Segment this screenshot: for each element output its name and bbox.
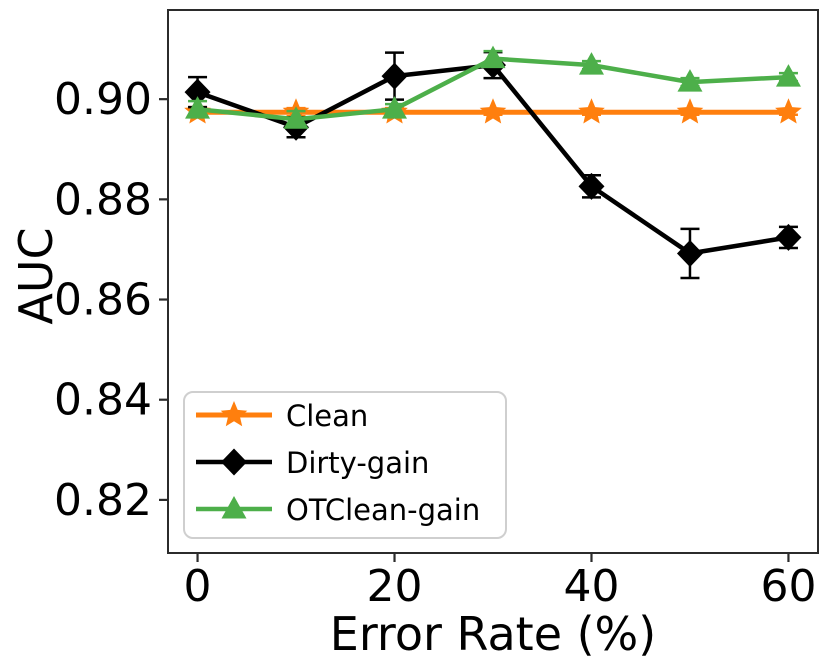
y-tick-label: 0.86 [54,275,152,326]
legend-entry-otclean-gain: OTClean-gain [196,493,480,527]
legend-marker-star-icon [220,401,248,427]
data-point-otclean-gain-x0 [185,96,211,119]
y-tick-label: 0.84 [54,375,152,426]
data-point-otclean-gain-x20 [382,96,408,119]
data-point-dirty-gain-x20 [381,62,408,90]
data-point-dirty-gain-x50 [676,239,703,267]
data-point-otclean-gain-x60 [775,64,801,87]
data-point-dirty-gain-x0 [184,78,211,106]
data-point-otclean-gain-x10 [283,106,309,129]
series-otclean-gain [185,45,801,129]
legend-label: OTClean-gain [286,493,480,527]
x-tick-label: 20 [367,561,423,612]
legend-entry-clean: Clean [196,399,368,433]
data-point-clean-x30 [479,98,507,124]
y-tick-label: 0.82 [54,475,152,526]
y-axis-label: AUC [9,227,63,324]
data-point-dirty-gain-x40 [578,172,605,200]
y-tick-label: 0.90 [54,74,152,125]
x-axis-label: Error Rate (%) [330,607,656,661]
legend-entry-dirty-gain: Dirty-gain [196,446,429,480]
x-tick-label: 40 [563,561,619,612]
data-point-clean-x50 [676,98,704,124]
y-tick-label: 0.88 [54,174,152,225]
x-tick-label: 0 [184,561,212,612]
legend-marker-diamond-icon [221,448,247,476]
legend-label: Dirty-gain [286,446,429,480]
data-point-clean-x60 [775,98,802,124]
data-point-otclean-gain-x50 [677,69,703,92]
data-point-otclean-gain-x40 [578,52,604,75]
axes-spines [167,9,819,554]
data-point-dirty-gain-x60 [775,223,802,251]
data-point-clean-x40 [578,98,605,124]
legend-label: Clean [286,399,368,433]
legend-marker-triangle_up-icon [221,496,247,519]
legend-box [183,391,507,539]
data-point-otclean-gain-x30 [480,45,506,69]
x-tick-label: 60 [760,561,816,612]
